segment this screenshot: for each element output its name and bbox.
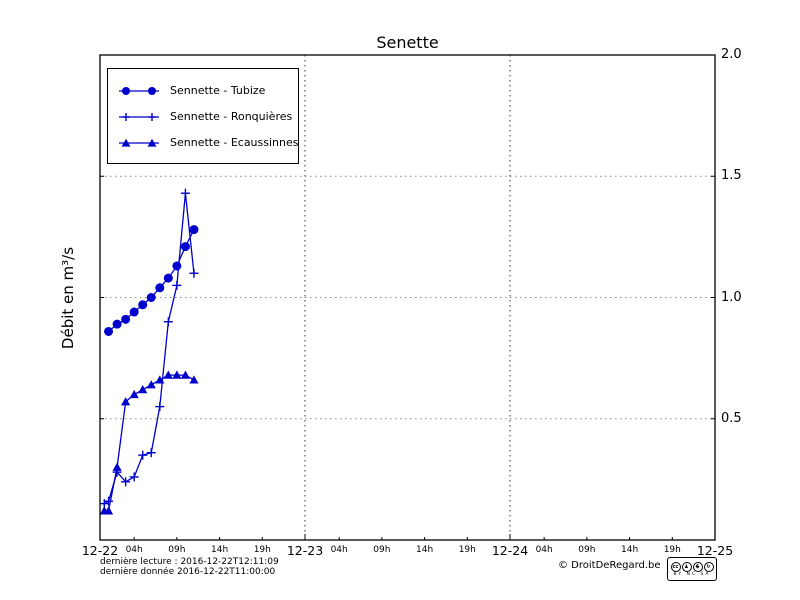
attribution-icon: ♟ (681, 561, 692, 572)
legend-label: Sennette - Ronquières (170, 109, 293, 123)
x-hour-tick-label: 19h (458, 545, 476, 555)
legend-item-tubize: Sennette - Tubize (116, 77, 292, 103)
x-day-tick-label: 12-22 (81, 543, 119, 558)
last-update-info: dernière lecture : 2016-12-22T12:11:09 d… (100, 557, 279, 577)
legend-item-ronquieres: Sennette - Ronquières (116, 103, 292, 129)
y-tick-label: 1.5 (721, 168, 742, 184)
last-reading-text: dernière lecture : 2016-12-22T12:11:09 (100, 557, 279, 567)
chart-title: Senette (376, 33, 439, 52)
x-hour-tick-label: 14h (211, 545, 229, 555)
x-day-tick-label: 12-24 (491, 543, 529, 558)
legend: Sennette - Tubize Sennette - Ronquières … (107, 68, 299, 164)
x-hour-tick-label: 09h (373, 545, 391, 555)
x-hour-tick-label: 19h (663, 545, 681, 555)
legend-label: Sennette - Tubize (170, 83, 266, 97)
y-tick-label: 0.5 (721, 410, 742, 426)
y-axis-label: Débit en m³/s (59, 246, 77, 349)
cc-license-badge: cc ♟ $ ↻ BY NC SA (667, 557, 717, 581)
x-hour-tick-label: 04h (330, 545, 348, 555)
y-tick-label: 1.0 (721, 289, 742, 305)
copyright-text: © DroitDeRegard.be (558, 560, 661, 571)
legend-item-ecaussinnes: Sennette - Ecaussinnes (116, 129, 299, 155)
cc-license-letters: BY NC SA (673, 571, 711, 577)
x-hour-tick-label: 04h (535, 545, 553, 555)
plus-marker-icon (116, 109, 162, 123)
non-commercial-icon: $ (692, 561, 703, 572)
x-hour-tick-label: 14h (621, 545, 639, 555)
legend-label: Sennette - Ecaussinnes (170, 135, 299, 149)
x-hour-tick-label: 09h (168, 545, 186, 555)
x-hour-tick-label: 04h (125, 545, 143, 555)
x-hour-tick-label: 09h (578, 545, 596, 555)
circle-marker-icon (116, 83, 162, 97)
x-hour-tick-label: 19h (253, 545, 271, 555)
x-day-tick-label: 12-23 (286, 543, 324, 558)
share-alike-icon: ↻ (703, 561, 714, 572)
x-day-tick-label: 12-25 (696, 543, 734, 558)
cc-logo-icon: cc (670, 561, 681, 572)
triangle-marker-icon (116, 135, 162, 149)
x-hour-tick-label: 14h (416, 545, 434, 555)
y-tick-label: 2.0 (721, 47, 742, 62)
last-data-text: dernière donnée 2016-12-22T11:00:00 (100, 567, 276, 577)
